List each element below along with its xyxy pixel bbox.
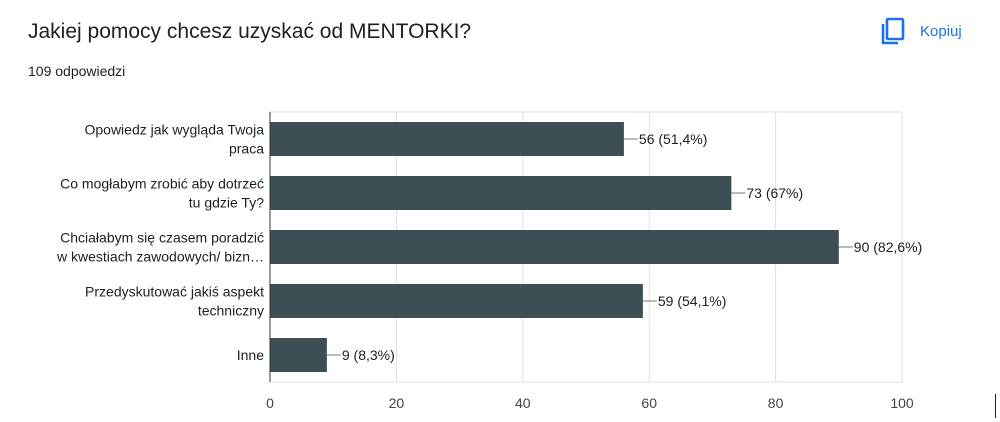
copy-icon — [881, 17, 905, 45]
category-label: Inne — [237, 347, 264, 363]
text-cursor — [995, 394, 996, 418]
x-tick-label: 20 — [389, 395, 405, 411]
data-label: 9 (8,3%) — [342, 347, 395, 363]
x-tick-label: 60 — [641, 395, 657, 411]
bar — [270, 176, 732, 210]
category-label: tu gdzie Ty? — [189, 195, 264, 211]
x-tick-label: 0 — [266, 395, 274, 411]
category-label: w kwestiach zawodowych/ bizn… — [56, 249, 264, 265]
bar — [270, 230, 839, 264]
x-tick-label: 40 — [515, 395, 531, 411]
bar — [270, 338, 327, 372]
data-label: 90 (82,6%) — [854, 239, 922, 255]
response-count: 109 odpowiedzi — [28, 63, 126, 79]
category-label: praca — [229, 141, 264, 157]
category-label: Opowiedz jak wygląda Twoja — [84, 122, 264, 138]
copy-button[interactable]: Kopiuj — [880, 14, 962, 48]
bar — [270, 284, 643, 318]
category-label: Przedyskutować jakiś aspekt — [85, 284, 264, 300]
category-label: Co mogłabym zrobić aby dotrzeć — [60, 176, 264, 192]
category-label: Chciałabym się czasem poradzić — [60, 230, 264, 246]
data-label: 56 (51,4%) — [639, 131, 707, 147]
copy-label: Kopiuj — [920, 22, 962, 40]
data-label: 73 (67%) — [746, 185, 803, 201]
data-label: 59 (54,1%) — [658, 293, 726, 309]
bar — [270, 122, 624, 156]
category-label: techniczny — [198, 303, 264, 319]
x-tick-label: 80 — [768, 395, 784, 411]
x-tick-label: 100 — [890, 395, 914, 411]
chart-title: Jakiej pomocy chcesz uzyskać od MENTORKI… — [28, 20, 472, 43]
